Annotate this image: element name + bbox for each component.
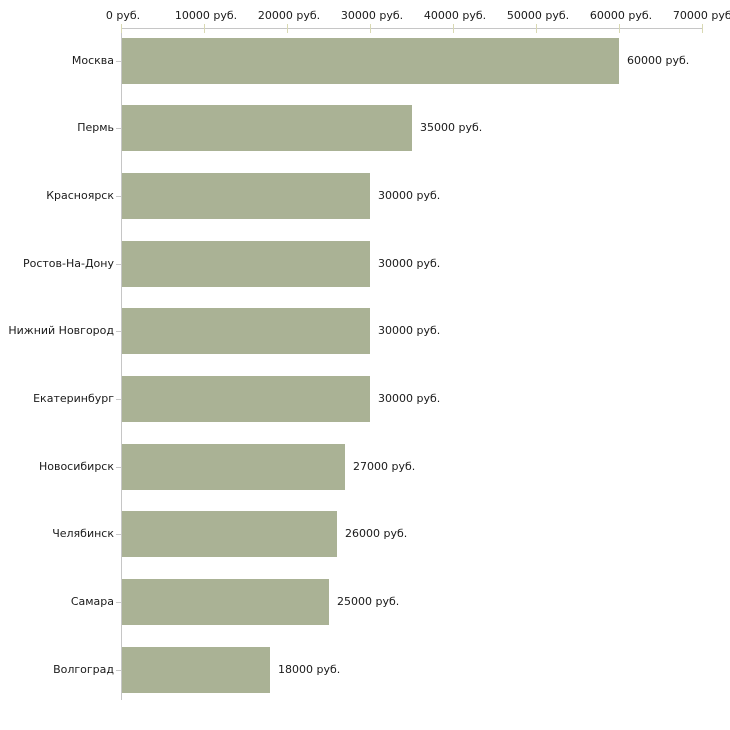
bar-value-label: 30000 руб. <box>378 257 441 270</box>
category-label: Красноярск <box>46 189 114 202</box>
category-label: Екатеринбург <box>33 392 114 405</box>
x-axis-tick-label: 70000 руб. <box>672 9 730 22</box>
bar <box>122 38 619 84</box>
bar-value-label: 60000 руб. <box>627 54 690 67</box>
bar <box>122 308 370 354</box>
x-axis-line <box>121 28 703 29</box>
bar-value-label: 30000 руб. <box>378 324 441 337</box>
category-tick-mark <box>116 196 121 197</box>
bar <box>122 376 370 422</box>
bar <box>122 105 412 151</box>
bar-value-label: 30000 руб. <box>378 189 441 202</box>
x-axis-tick-label: 40000 руб. <box>423 9 487 22</box>
x-axis-tick-mark <box>702 24 703 33</box>
category-label: Самара <box>70 595 114 608</box>
x-axis-tick-mark <box>121 24 122 33</box>
x-axis-tick-label: 30000 руб. <box>340 9 404 22</box>
category-tick-mark <box>116 331 121 332</box>
bar <box>122 511 337 557</box>
x-axis-tick-mark <box>204 24 205 33</box>
bar-value-label: 18000 руб. <box>278 663 341 676</box>
category-tick-mark <box>116 128 121 129</box>
category-label: Волгоград <box>53 663 114 676</box>
category-label: Пермь <box>77 121 114 134</box>
bar-value-label: 35000 руб. <box>420 121 483 134</box>
bar-value-label: 26000 руб. <box>345 527 408 540</box>
category-label: Челябинск <box>52 527 114 540</box>
category-label: Ростов-На-Дону <box>22 257 114 270</box>
x-axis-tick-label: 10000 руб. <box>174 9 238 22</box>
category-label: Новосибирск <box>38 460 114 473</box>
bar <box>122 241 370 287</box>
x-axis-tick-mark <box>453 24 454 33</box>
bar-value-label: 25000 руб. <box>337 595 400 608</box>
x-axis-tick-mark <box>287 24 288 33</box>
x-axis-tick-mark <box>370 24 371 33</box>
x-axis-tick-label: 50000 руб. <box>506 9 570 22</box>
category-tick-mark <box>116 61 121 62</box>
y-axis-line <box>121 28 122 700</box>
bar <box>122 647 270 693</box>
category-label: Нижний Новгород <box>8 324 114 337</box>
category-label: Москва <box>71 54 114 67</box>
bar <box>122 579 329 625</box>
category-tick-mark <box>116 670 121 671</box>
x-axis-tick-mark <box>619 24 620 33</box>
x-axis-tick-mark <box>536 24 537 33</box>
bar-value-label: 30000 руб. <box>378 392 441 405</box>
bar <box>122 444 345 490</box>
bar <box>122 173 370 219</box>
category-tick-mark <box>116 534 121 535</box>
x-axis-tick-label: 0 руб. <box>105 9 141 22</box>
x-axis-tick-label: 20000 руб. <box>257 9 321 22</box>
x-axis-tick-label: 60000 руб. <box>589 9 653 22</box>
category-tick-mark <box>116 602 121 603</box>
bar-value-label: 27000 руб. <box>353 460 416 473</box>
category-tick-mark <box>116 467 121 468</box>
category-tick-mark <box>116 264 121 265</box>
category-tick-mark <box>116 399 121 400</box>
